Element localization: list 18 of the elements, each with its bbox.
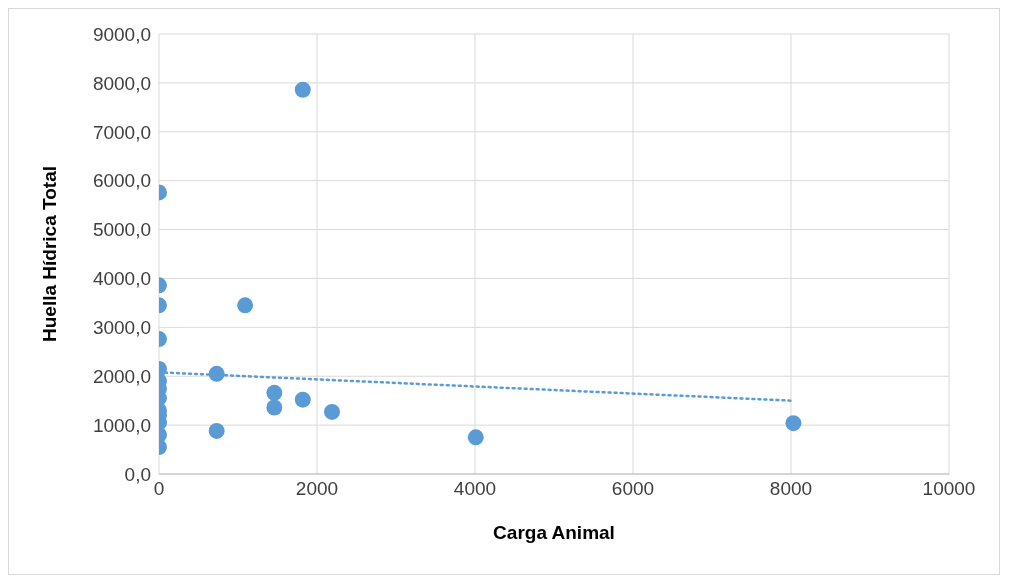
y-tick-label: 6000,0 [92,170,151,192]
x-tick-label: 2000 [295,478,339,500]
y-tick-label: 7000,0 [92,121,151,143]
y-axis-title: Huella Hídrica Total [38,166,60,342]
x-tick-label: 4000 [453,478,497,500]
y-tick-label: 0,0 [124,463,151,485]
y-tick-label: 9000,0 [92,23,151,45]
x-tick-label: 10000 [922,478,976,500]
x-axis-title: Carga Animal [493,522,615,543]
x-tick-label: 8000 [769,478,813,500]
y-tick-label: 4000,0 [92,268,151,290]
x-tick-label: 6000 [611,478,655,500]
y-tick-label: 2000,0 [92,365,151,387]
y-tick-label: 3000,0 [92,317,151,339]
x-tick-label: 0 [153,478,165,500]
y-tick-label: 5000,0 [92,219,151,241]
y-tick-label: 8000,0 [92,72,151,94]
y-tick-label: 1000,0 [92,414,151,436]
